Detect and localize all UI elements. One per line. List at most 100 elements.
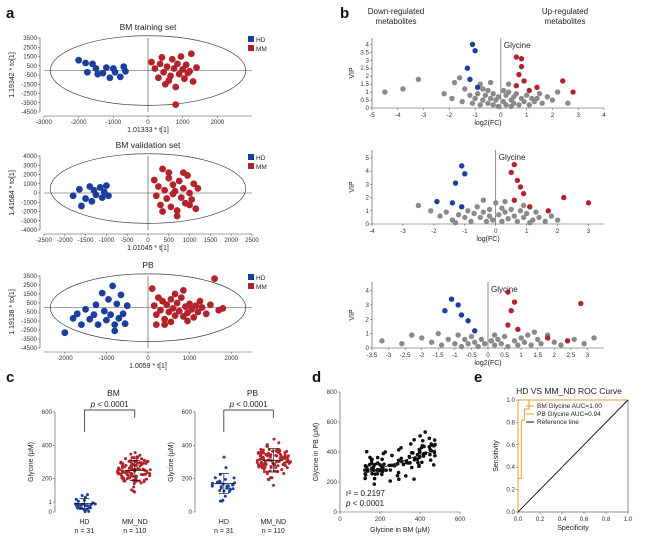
data-point-ns — [482, 92, 489, 98]
data-point-up — [527, 204, 533, 210]
y-axis-label: Sensitivity — [493, 440, 500, 472]
data-point-hd — [75, 56, 83, 64]
data-point-ns — [449, 95, 455, 102]
data-point-hd — [74, 497, 78, 501]
data-point-mm_nd — [278, 452, 282, 456]
data-point-ns — [462, 214, 468, 221]
data-point-up — [515, 326, 521, 333]
data-point-ns — [489, 217, 496, 223]
y-tick-label: 800 — [327, 389, 338, 396]
y-tick-label: 4 — [366, 168, 370, 175]
x-tick-label: -2000 — [57, 237, 73, 244]
data-point-ns — [495, 103, 502, 110]
data-point-hd — [88, 506, 92, 510]
chart-title: BM training set — [120, 22, 177, 32]
data-point-ns — [499, 205, 505, 211]
data-point-mm_nd — [275, 448, 279, 452]
x-tick-label: 0 — [146, 119, 150, 126]
data-point-down — [469, 41, 476, 48]
data-point-ns — [542, 218, 548, 225]
data-point-mm — [167, 203, 175, 211]
x-tick-label: 1 — [525, 228, 529, 235]
data-point — [420, 460, 424, 465]
legend-label-mm: MM — [256, 46, 267, 53]
data-point — [372, 462, 377, 467]
y-tick-label: 3.5 — [360, 49, 369, 56]
data-point-mm — [155, 183, 162, 190]
legend-swatch-hd — [248, 36, 254, 42]
data-point-ns — [515, 342, 521, 348]
x-tick-label: 400 — [415, 516, 426, 523]
data-point-ns — [483, 218, 490, 225]
data-point-up — [518, 55, 525, 62]
data-point-hd — [94, 70, 102, 78]
data-point-mm_nd — [118, 468, 122, 472]
data-point-mm_nd — [274, 454, 278, 458]
y-tick-label: -1500 — [21, 81, 37, 88]
x-axis-label: Specificity — [557, 525, 589, 532]
data-point-ns — [491, 332, 498, 338]
data-point — [422, 444, 426, 449]
data-point — [378, 463, 382, 467]
y-tick-label: 3500 — [23, 273, 37, 280]
data-point-mm_nd — [122, 470, 126, 474]
y-tick-label: -3500 — [21, 100, 37, 107]
data-point — [409, 465, 414, 470]
legend-label-hd: HD — [256, 37, 266, 44]
dot-plot-c1: BM 0 200 400 600 1 Glycine (μM) HD n = 31 MM_NDn … — [28, 388, 152, 535]
data-point-mm — [148, 58, 155, 66]
legend-label: Reference line — [537, 419, 579, 426]
data-point-ns — [511, 338, 518, 344]
data-point-hd — [103, 64, 110, 71]
data-point-mm_nd — [121, 462, 125, 466]
data-point-mm — [172, 83, 180, 91]
data-point-mm_nd — [136, 467, 140, 471]
data-point-down — [448, 296, 455, 302]
data-point-hd — [92, 191, 100, 199]
y-tick-label: 2 — [366, 195, 370, 202]
y-tick-label: 4000 — [23, 153, 37, 160]
x-tick-label: 0 — [494, 228, 498, 235]
data-point-mm_nd — [273, 463, 277, 467]
data-point-mm_nd — [275, 460, 279, 464]
x-tick-label: 2 — [551, 112, 555, 119]
data-point-ns — [438, 342, 445, 348]
panel-letter-d: d — [312, 369, 321, 386]
data-point-mm — [177, 294, 185, 301]
y-tick-label: 0 — [366, 221, 370, 228]
data-point-mm — [169, 190, 177, 198]
x-tick-label: -1 — [452, 352, 458, 359]
roc-series-line — [517, 399, 628, 512]
data-point-down — [474, 84, 481, 91]
data-point-down — [462, 171, 468, 177]
data-point-up — [514, 177, 521, 184]
x-tick-label: -500 — [121, 237, 134, 244]
data-point-ns — [437, 213, 443, 219]
data-point-hd — [93, 502, 97, 506]
confidence-ellipse — [49, 153, 247, 224]
data-point-mm — [184, 317, 191, 325]
data-point-mm_nd — [141, 473, 145, 477]
down-regulated-label-line: metabolites — [376, 17, 417, 26]
data-point-hd — [99, 69, 107, 77]
data-point-ns — [499, 218, 505, 225]
data-point-mm_nd — [277, 441, 281, 445]
p-value-part: < 0.0001 — [234, 400, 268, 409]
data-point-mm — [202, 310, 210, 318]
data-point-mm — [179, 287, 187, 294]
data-point-mm_nd — [266, 454, 270, 458]
data-point — [368, 455, 372, 460]
x-tick-label: 2000 — [224, 237, 238, 244]
data-point-mm_nd — [266, 444, 270, 448]
data-point — [382, 462, 386, 466]
data-point-ns — [502, 209, 508, 215]
data-point-down — [465, 318, 471, 324]
data-point-ns — [409, 332, 415, 338]
data-point-hd — [218, 489, 222, 493]
data-point-ns — [503, 102, 509, 108]
x-tick-label: -2000 — [57, 355, 73, 362]
data-point-up — [544, 335, 551, 341]
data-point-mm_nd — [132, 485, 136, 489]
x-axis-label: 1.0059 * t[1] — [129, 363, 167, 370]
data-point-mm_nd — [133, 490, 137, 494]
